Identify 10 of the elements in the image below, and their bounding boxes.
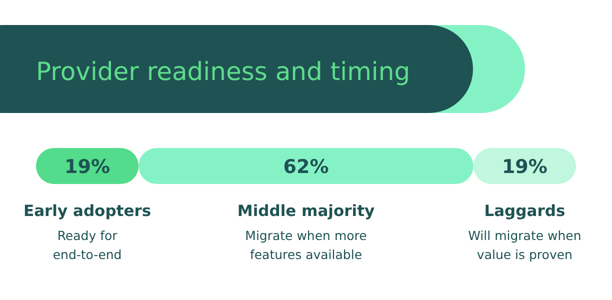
series-label: Middle majority: [237, 202, 375, 220]
data-label: 19%: [64, 156, 110, 178]
series-label: Laggards: [484, 202, 566, 220]
series-label: Early adopters: [23, 202, 152, 220]
text: Migrate when more features available: [245, 228, 368, 262]
data-label: 19%: [502, 156, 548, 178]
chart-title: Provider readiness and timing: [36, 57, 410, 86]
text: Ready for end-to-end: [52, 228, 122, 262]
text: Will migrate when value is proven: [468, 228, 582, 262]
data-label: 62%: [283, 156, 329, 178]
